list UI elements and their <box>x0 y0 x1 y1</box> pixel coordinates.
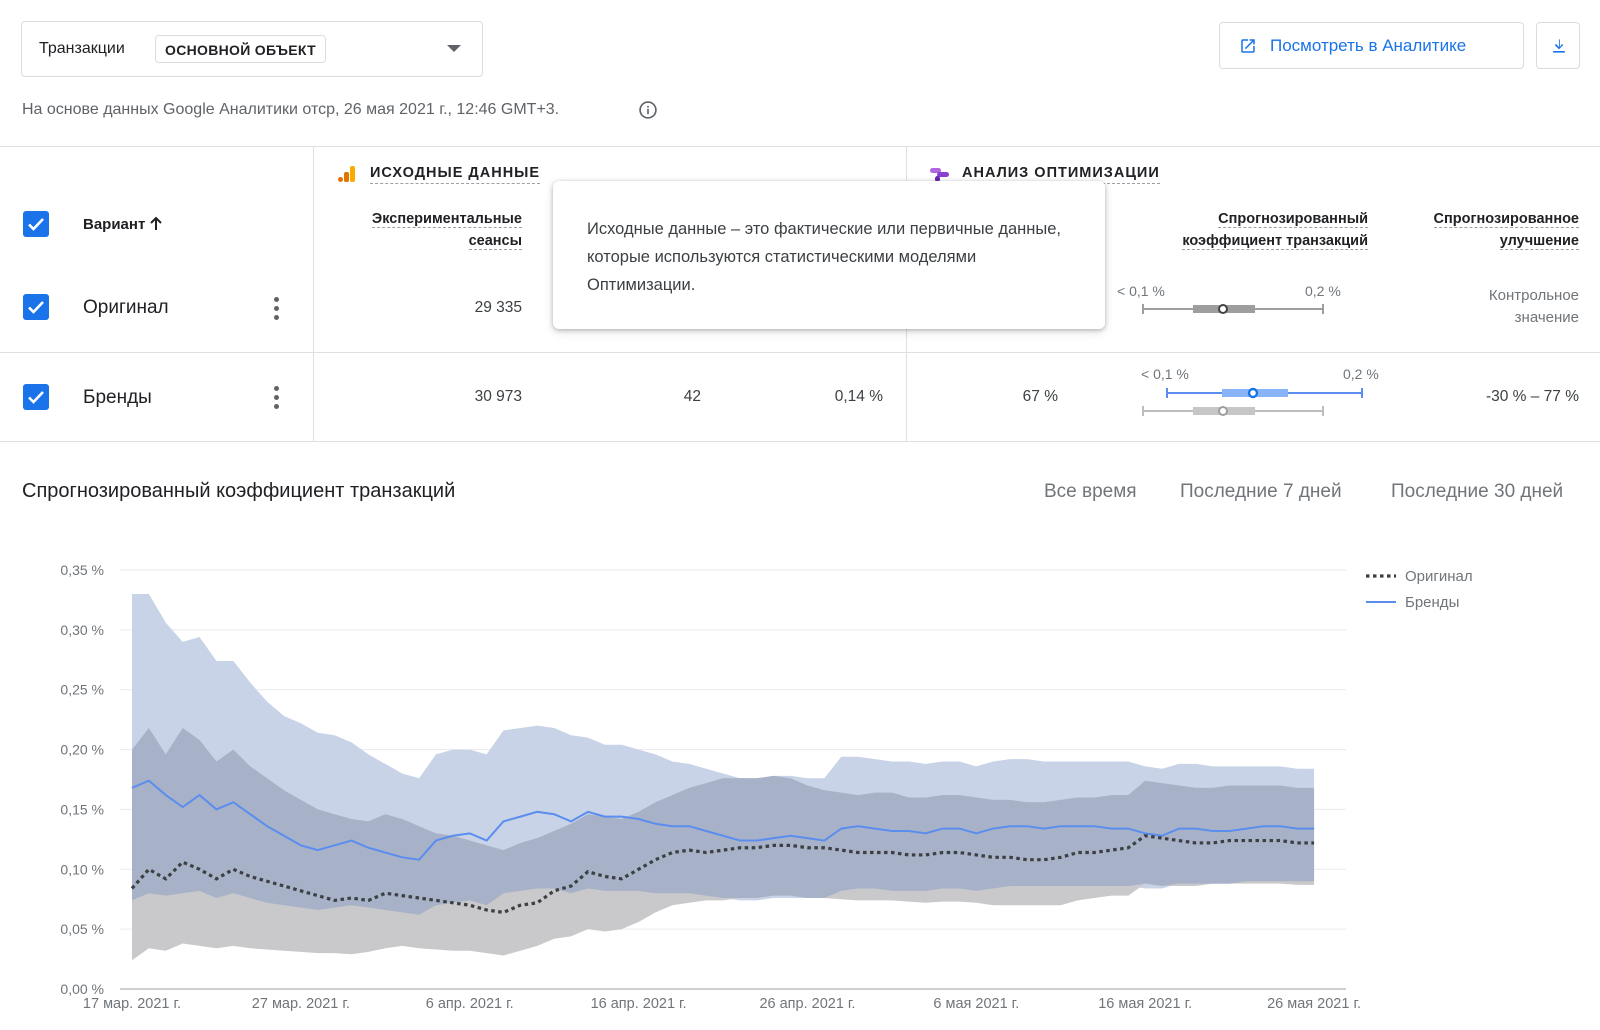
chart-title: Спрогнозированный коэффициент транзакций <box>22 480 456 502</box>
y-tick-label: 0,35 % <box>60 562 104 578</box>
table-bottom-border <box>0 441 1600 442</box>
report-metric-selector[interactable]: Транзакции основной объект <box>21 21 483 77</box>
x-tick-label: 6 мая 2021 г. <box>933 996 1019 1012</box>
legend-label-brands: Бренды <box>1405 594 1459 611</box>
table-top-border <box>0 146 1600 147</box>
range-tab-last-7-days[interactable]: Последние 7 дней <box>1180 481 1342 502</box>
check-icon <box>28 391 44 404</box>
y-tick-label: 0,25 % <box>60 682 104 698</box>
x-tick-label: 17 мар. 2021 г. <box>83 996 181 1012</box>
view-in-analytics-label: Посмотреть в Аналитике <box>1270 36 1467 55</box>
legend-label-original: Оригинал <box>1405 568 1473 585</box>
open-external-icon <box>1241 39 1255 53</box>
row-checkbox-original[interactable] <box>23 294 49 320</box>
y-tick-label: 0,20 % <box>60 742 104 758</box>
variant-header-label: Вариант <box>83 216 146 233</box>
check-icon <box>28 218 44 231</box>
range-high-brands: 0,2 % <box>1343 366 1379 382</box>
probability-brands: 67 % <box>1022 388 1058 405</box>
x-tick-label: 6 апр. 2021 г. <box>426 996 514 1012</box>
download-icon <box>1553 39 1565 53</box>
experimental-sessions-header[interactable]: Экспериментальные сеансы <box>330 208 522 252</box>
variant-column-header[interactable]: Вариант <box>83 216 163 233</box>
data-source-note: На основе данных Google Аналитики отср, … <box>22 101 560 118</box>
column-divider <box>313 146 314 442</box>
sessions-header-line1: Экспериментальные <box>371 211 522 228</box>
band-overlap <box>132 728 1315 915</box>
view-in-analytics-button[interactable]: Посмотреть в Аналитике <box>1219 22 1524 69</box>
x-tick-label: 26 мая 2021 г. <box>1267 996 1361 1012</box>
variant-name-original: Оригинал <box>83 297 169 318</box>
download-button[interactable] <box>1536 22 1580 69</box>
analytics-logo-icon <box>338 166 355 182</box>
x-tick-label: 27 мар. 2021 г. <box>252 996 350 1012</box>
objective-chip: основной объект <box>155 35 326 63</box>
row-checkbox-brands[interactable] <box>23 384 49 410</box>
more-options-icon[interactable] <box>274 297 280 324</box>
range-low-brands: < 0,1 % <box>1141 366 1189 382</box>
transactions-brands: 42 <box>683 388 701 405</box>
sessions-brands: 30 973 <box>474 388 522 405</box>
series-line-brands <box>131 779 1315 861</box>
control-value-label: Контрольное значение <box>1430 285 1579 329</box>
range-tab-last-30-days[interactable]: Последние 30 дней <box>1391 481 1564 502</box>
x-tick-label: 26 апр. 2021 г. <box>759 996 855 1012</box>
series-line-original <box>130 834 1315 915</box>
x-tick-label: 16 мая 2021 г. <box>1098 996 1192 1012</box>
row-divider <box>0 352 1600 353</box>
source-data-tooltip: Исходные данные – это фактические или пе… <box>553 181 1105 329</box>
conv-rate-brands: 0,14 % <box>834 388 883 405</box>
y-tick-label: 0,00 % <box>60 981 104 997</box>
transaction-rate-chart: 0,00 % 0,05 % 0,10 % 0,15 % 0,20 % 0,25 % 0,30… <box>60 562 1473 1012</box>
info-icon[interactable] <box>638 100 658 120</box>
range-low-original: < 0,1 % <box>1117 283 1165 299</box>
improvement-header-line2: улучшение <box>1499 233 1579 250</box>
range-high-original: 0,2 % <box>1305 283 1341 299</box>
range-tab-all-time[interactable]: Все время <box>1044 481 1137 502</box>
sessions-original: 29 335 <box>474 299 522 316</box>
more-options-icon[interactable] <box>274 386 280 413</box>
sort-ascending-icon <box>150 216 163 230</box>
select-all-checkbox[interactable] <box>23 211 49 237</box>
metric-label: Транзакции <box>39 40 125 57</box>
improvement-brands: -30 % – 77 % <box>1485 388 1579 405</box>
y-tick-label: 0,30 % <box>60 622 104 638</box>
confidence-range-original <box>1142 304 1324 314</box>
predicted-rate-header[interactable]: Спрогнозированный коэффициент транзакций <box>1120 208 1368 252</box>
variant-name-brands: Бренды <box>83 387 152 408</box>
source-data-section-title[interactable]: Исходные данные <box>370 165 541 184</box>
optimize-logo-icon <box>930 168 949 182</box>
predicted-improvement-header[interactable]: Спрогнозированное улучшение <box>1390 208 1579 252</box>
control-line1: Контрольное <box>1488 287 1579 304</box>
control-line2: значение <box>1514 309 1579 326</box>
sessions-header-line2: сеансы <box>468 233 522 250</box>
dropdown-arrow-icon[interactable] <box>447 45 461 52</box>
confidence-range-brands <box>1142 387 1363 416</box>
x-tick-label: 16 апр. 2021 г. <box>591 996 687 1012</box>
rate-header-line1: Спрогнозированный <box>1218 211 1368 228</box>
check-icon <box>28 301 44 314</box>
y-tick-label: 0,15 % <box>60 801 104 817</box>
improvement-header-line1: Спрогнозированное <box>1433 211 1579 228</box>
y-tick-label: 0,05 % <box>60 921 104 937</box>
rate-header-line2: коэффициент транзакций <box>1182 233 1368 250</box>
y-tick-label: 0,10 % <box>60 861 104 877</box>
